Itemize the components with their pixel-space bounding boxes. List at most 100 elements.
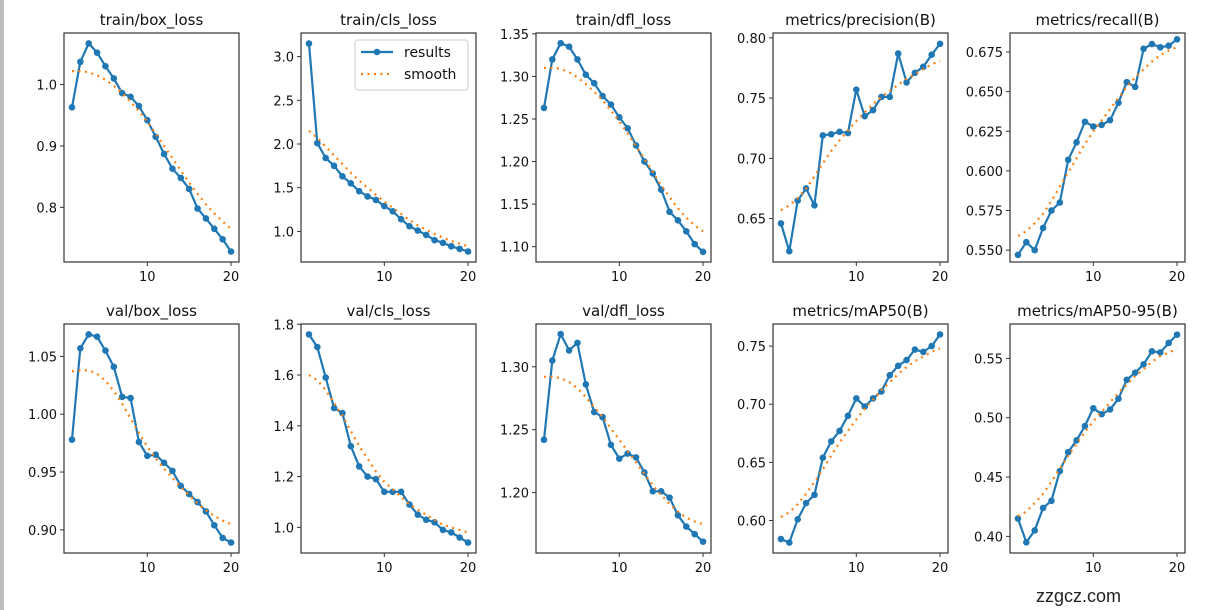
results-point [1090,123,1097,130]
results-point [152,133,159,141]
results-point [102,62,109,70]
results-point [565,347,573,354]
results-point [649,170,657,177]
smooth-line [1017,347,1178,518]
results-point [439,239,447,247]
watermark: zzgcz.com [1036,586,1122,606]
results-point [1073,139,1080,146]
x-tick-label: 20 [932,270,949,285]
results-point [210,225,218,233]
y-tick-label: 1.30 [500,70,529,85]
results-point [1106,116,1114,124]
results-point [68,103,76,111]
results-point [464,539,472,546]
results-point [786,247,793,255]
results-point [557,39,565,47]
results-point [227,539,235,546]
results-point [314,343,321,351]
results-point [305,331,313,338]
results-point [185,185,193,193]
y-tick-label: 0.8 [36,201,57,216]
results-point [666,208,673,216]
plot-area [305,40,472,255]
results-point [928,342,935,350]
subplot-title: metrics/mAP50-95(B) [1017,302,1178,320]
results-point [422,516,430,524]
results-point [574,339,581,347]
results-point [85,40,93,47]
y-tick-label: 0.600 [966,165,1003,180]
results-point [607,441,615,449]
results-point [364,193,371,200]
plot-area [540,330,707,545]
y-tick-label: 0.625 [966,125,1003,140]
y-tick-label: 0.550 [966,244,1003,259]
legend-results-marker [373,48,381,56]
results-point [314,139,321,147]
results-point [1073,436,1080,444]
smooth-line [780,59,941,212]
results-point [330,404,338,412]
x-tick-label: 20 [460,561,477,576]
results-point [691,530,698,538]
results-point [194,205,201,212]
y-tick-label: 1.25 [500,113,529,128]
results-point [322,154,330,162]
results-point [699,248,707,256]
x-tick-label: 10 [376,270,393,285]
results-point [549,56,556,63]
results-point [853,395,860,402]
results-point [666,494,673,501]
results-point [144,452,151,460]
results-point [85,331,93,338]
results-point [127,93,134,101]
results-line [542,331,704,543]
y-tick-label: 0.70 [737,152,766,167]
y-tick-label: 1.4 [273,420,294,435]
results-point [347,442,355,450]
results-point [219,534,226,542]
results-point [227,248,235,255]
results-point [1064,448,1072,456]
axes-frame [300,32,477,263]
results-point [786,539,793,546]
y-tick-label: 1.30 [500,361,529,376]
results-point [93,333,101,341]
results-point [1098,410,1105,418]
results-point [903,79,910,86]
results-point [1081,118,1089,126]
x-tick-label: 10 [611,561,628,576]
plot-area [68,331,235,546]
subplot-title: val/dfl_loss [582,302,665,321]
results-point [911,346,919,353]
y-tick-label: 1.0 [36,79,57,94]
results-point [464,248,472,255]
results-point [135,102,143,110]
results-point [1165,42,1172,49]
results-line [308,333,469,544]
subplot-title: val/cls_loss [347,302,431,321]
results-line [1017,38,1178,256]
results-point [305,40,313,47]
y-tick-label: 0.40 [974,530,1003,545]
subplot-title: metrics/recall(B) [1035,11,1159,29]
results-point [1023,238,1030,246]
y-tick-label: 1.00 [28,408,57,423]
results-point [903,356,910,364]
results-point [1031,246,1039,254]
y-tick-label: 0.55 [974,352,1003,367]
x-tick-label: 10 [139,270,156,285]
axes-frame [535,323,712,554]
results-point [1106,406,1114,413]
results-point [1039,504,1047,512]
results-point [574,56,581,63]
y-tick-label: 1.0 [273,225,294,240]
subplot-title: metrics/precision(B) [785,11,936,29]
results-point [836,427,843,435]
results-point [632,454,640,461]
subplot: train/cls_loss 10 20 1.0 1.5 2.0 2.5 3.0 results… [273,11,477,285]
results-point [339,409,346,417]
results-point [1156,349,1164,356]
x-tick-label: 10 [376,561,393,576]
subplot-title: train/cls_loss [340,11,437,30]
